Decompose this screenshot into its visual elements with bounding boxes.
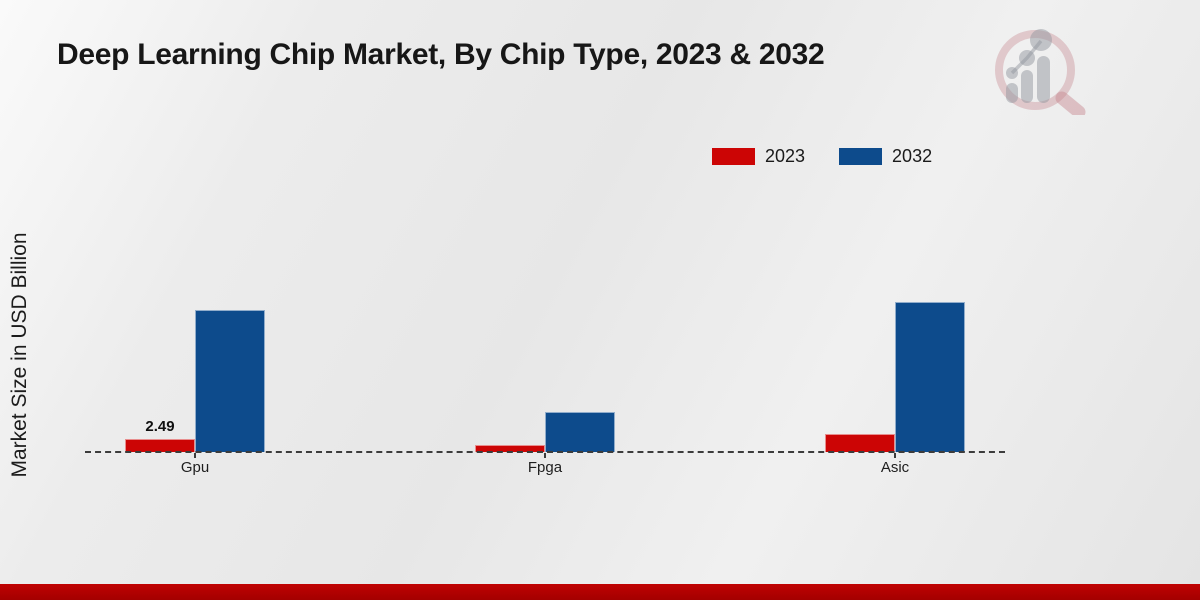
bar-fpga-2023 xyxy=(475,445,545,452)
x-axis-label-fpga: Fpga xyxy=(527,459,563,476)
x-axis-tick-asic xyxy=(894,453,896,458)
footer-red-band xyxy=(0,584,1200,600)
market-research-future-logo-icon xyxy=(995,29,1086,115)
legend-item-2032: 2032 xyxy=(839,146,932,167)
bar-gpu-2032 xyxy=(195,310,265,452)
legend-label-2023: 2023 xyxy=(765,146,806,166)
bar-gpu-2023 xyxy=(125,439,195,452)
legend-item-2023: 2023 xyxy=(712,146,805,167)
zero-baseline xyxy=(85,451,1005,453)
legend-label-2032: 2032 xyxy=(892,146,933,166)
x-axis-tick-gpu xyxy=(194,453,196,458)
bar-fpga-2032 xyxy=(545,412,615,452)
x-axis-label-asic: Asic xyxy=(880,459,910,476)
x-axis-tick-fpga xyxy=(544,453,546,458)
bar-asic-2032 xyxy=(895,302,965,452)
bar-value-label-gpu-2023: 2.49 xyxy=(145,418,175,435)
chart-title: Deep Learning Chip Market, By Chip Type,… xyxy=(57,38,825,71)
legend: 2023 2032 xyxy=(712,146,932,167)
legend-swatch-2032 xyxy=(839,148,883,165)
legend-swatch-2023 xyxy=(712,148,755,165)
x-axis-label-gpu: Gpu xyxy=(180,459,210,476)
bar-asic-2023 xyxy=(825,434,895,452)
